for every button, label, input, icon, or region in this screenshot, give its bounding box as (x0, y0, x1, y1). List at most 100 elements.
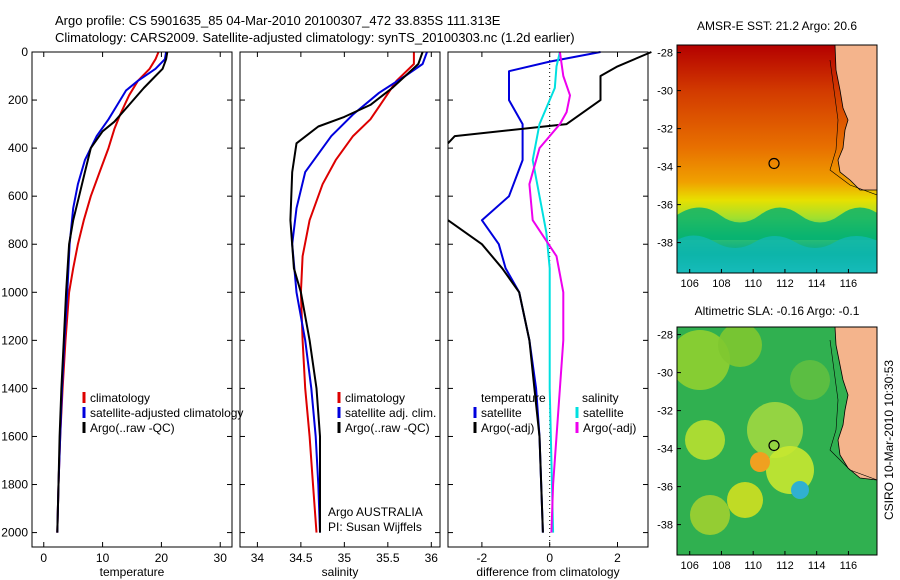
title-line-2: Climatology: CARS2009. Satellite-adjuste… (55, 30, 575, 45)
legend-argo: Argo(..raw -QC) (82, 421, 175, 435)
series-line-argo-adj--1 (447, 51, 652, 144)
y-tick-label: 600 (8, 189, 28, 203)
series-line-argo-raw-qc--2 (289, 51, 424, 533)
map-axes-2: Altimetric SLA: -0.16 Argo: -0.1 106 108 11… (657, 304, 878, 572)
y-tick-label: -30 (657, 368, 673, 380)
legend-label: Argo(..raw -QC) (345, 421, 430, 435)
x-tick-label: 30 (214, 551, 228, 565)
x-tick-label: 114 (808, 560, 826, 572)
x-tick-label: 108 (712, 560, 730, 572)
y-tick-label: -34 (657, 444, 673, 456)
y-tick-label: 400 (8, 141, 28, 155)
map-title: Altimetric SLA: -0.16 Argo: -0.1 (695, 304, 860, 318)
x-axis-label: temperature (100, 565, 165, 579)
y-tick-label: -36 (657, 200, 673, 212)
annotation-pi: PI: Susan Wijffels (328, 520, 422, 534)
legend-label: satellite-adjusted climatology (90, 406, 243, 420)
sla-map (677, 327, 877, 555)
legend-label: satellite (583, 406, 624, 420)
series-line-climatology-0 (56, 51, 160, 533)
legend-label: climatology (90, 391, 150, 405)
x-tick-label: 0 (546, 551, 553, 565)
y-tick-label: -32 (657, 406, 673, 418)
plot-frame (31, 51, 233, 548)
x-tick-label: 106 (681, 278, 699, 290)
profile-panel-2: 34 34.5 35 35.5 36 salinity (239, 51, 441, 579)
y-tick-label: 2000 (1, 526, 28, 540)
x-tick-label: 110 (744, 560, 762, 572)
series-line-argo-adj--4 (528, 51, 571, 533)
x-tick-label: 112 (776, 560, 794, 572)
plot-frame (239, 51, 441, 548)
y-tick-label: -38 (657, 238, 673, 250)
argo-location-marker (768, 157, 780, 170)
map-title: AMSR-E SST: 21.2 Argo: 20.6 (697, 19, 857, 33)
series-line-satellite-3 (531, 51, 561, 533)
legend-label: Argo(..raw -QC) (90, 421, 175, 435)
map-frame (676, 326, 878, 556)
legend-heading-salinity: salinity (582, 391, 619, 405)
legend-label: Argo(-adj) (481, 421, 534, 435)
y-tick-label: -36 (657, 482, 673, 494)
title-line-1: Argo profile: CS 5901635_85 04-Mar-2010 … (55, 13, 501, 28)
y-tick-label: 1600 (1, 429, 28, 443)
legend-label: satellite adj. clim. (345, 406, 436, 420)
argo-location-marker (768, 439, 780, 452)
x-tick-label: 116 (840, 278, 858, 290)
series-line-argo-adj--2 (447, 219, 544, 533)
y-tick-label: -28 (657, 48, 673, 60)
y-tick-label: 1800 (1, 478, 28, 492)
legend-satellite-adjusted: satellite adj. clim. (337, 406, 436, 420)
map-axes-1: AMSR-E SST: 21.2 Argo: 20.6 106 108 110 112 1… (657, 19, 878, 290)
y-tick-label: 1000 (1, 285, 28, 299)
x-tick-label: 34 (251, 551, 265, 565)
y-tick-label: 800 (8, 237, 28, 251)
x-tick-label: -2 (477, 551, 488, 565)
profile-panel-1: 0 10 20 30 temperature 0 200 400 600 800 1000 1200 1… (1, 45, 233, 579)
x-tick-label: 112 (776, 278, 794, 290)
x-axis-label: difference from climatology (476, 565, 619, 579)
legend-climatology: climatology (82, 391, 150, 405)
y-tick-label: -30 (657, 86, 673, 98)
legend-label: Argo(-adj) (583, 421, 636, 435)
x-tick-label: 2 (614, 551, 621, 565)
x-tick-label: 114 (808, 278, 826, 290)
y-tick-label: -34 (657, 162, 673, 174)
sst-map (677, 45, 877, 273)
y-tick-label: -38 (657, 520, 673, 532)
x-tick-label: 108 (712, 278, 730, 290)
legend-temperature-satellite: satellite (473, 406, 522, 420)
x-tick-label: 0 (40, 551, 47, 565)
x-tick-label: 36 (425, 551, 439, 565)
x-tick-label: 20 (155, 551, 169, 565)
x-tick-label: 116 (840, 560, 858, 572)
legend-salinity-satellite: satellite (575, 406, 624, 420)
annotation-argo-australia: Argo AUSTRALIA (328, 505, 423, 519)
x-tick-label: 35 (338, 551, 352, 565)
y-tick-label: 1200 (1, 333, 28, 347)
legend-satellite-adjusted: satellite-adjusted climatology (82, 406, 243, 420)
x-axis-label: salinity (322, 565, 359, 579)
legend-argo: Argo(..raw -QC) (337, 421, 430, 435)
map-frame (676, 44, 878, 274)
legend-temperature-argo: Argo(-adj) (473, 421, 534, 435)
x-tick-label: 35.5 (376, 551, 400, 565)
plot-frame (447, 51, 649, 548)
legend-climatology: climatology (337, 391, 405, 405)
y-tick-label: 200 (8, 93, 28, 107)
legend-heading-temperature: temperature (481, 391, 546, 405)
x-tick-label: 10 (96, 551, 110, 565)
series-line-argo-raw-qc--2 (56, 51, 169, 533)
x-tick-label: 106 (681, 560, 699, 572)
y-tick-label: -32 (657, 124, 673, 136)
timestamp-stamp: CSIRO 10-Mar-2010 10:30:53 (882, 360, 896, 520)
legend-salinity-argo: Argo(-adj) (575, 421, 636, 435)
y-tick-label: 1400 (1, 381, 28, 395)
x-tick-label: 34.5 (289, 551, 313, 565)
x-tick-label: 110 (744, 278, 762, 290)
y-tick-label: -28 (657, 330, 673, 342)
legend-label: satellite (481, 406, 522, 420)
y-tick-label: 0 (21, 45, 28, 59)
